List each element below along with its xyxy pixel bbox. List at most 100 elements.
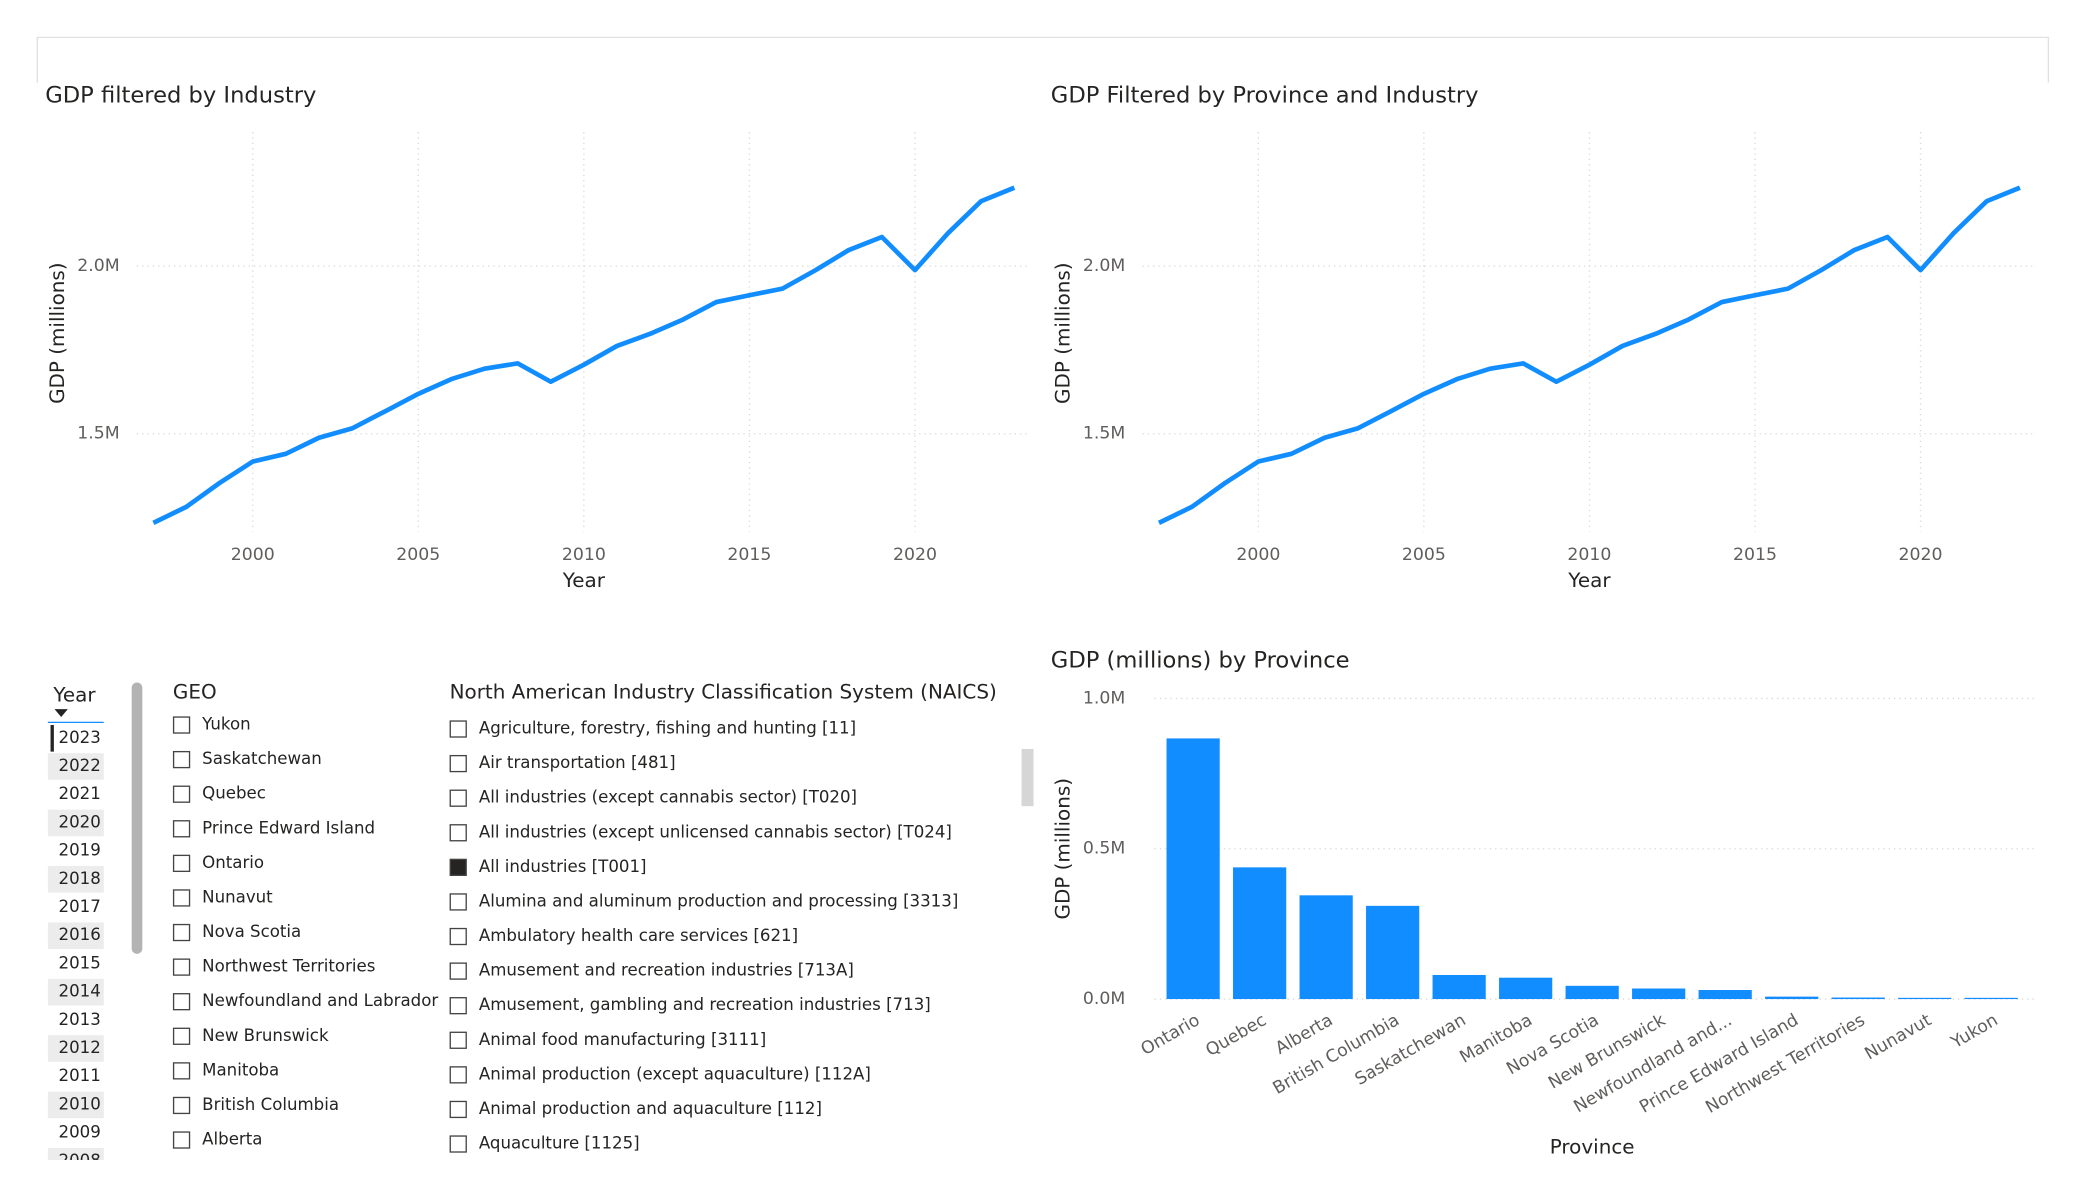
row-shade [47,1035,104,1062]
naics-item[interactable]: Ambulatory health care services [621] [479,926,798,945]
naics-item[interactable]: All industries [T001] [479,857,647,876]
checkbox[interactable] [172,1027,191,1045]
geo-item[interactable]: Newfoundland and Labrador [202,991,438,1010]
bar[interactable] [1964,997,2018,1000]
bar[interactable] [1831,997,1885,1000]
geo-item[interactable]: Saskatchewan [202,749,322,768]
checkbox[interactable] [172,1096,191,1115]
checkbox[interactable] [172,854,191,873]
row-shade [47,1091,104,1119]
chart-title: GDP filtered by Industry [45,82,316,108]
checkbox[interactable] [172,1062,191,1080]
sort-arrow[interactable] [54,709,68,718]
year-item[interactable]: 2013 [59,1010,101,1029]
year-item[interactable]: 2012 [59,1038,101,1057]
checkbox[interactable] [172,785,191,803]
checkbox[interactable] [449,824,467,842]
checkbox[interactable] [449,1100,467,1119]
checkbox[interactable] [172,923,191,942]
bar[interactable] [1299,895,1353,1000]
naics-item[interactable]: Alumina and aluminum production and proc… [479,891,958,910]
slicer-title: Year [52,682,96,706]
bar[interactable] [1898,997,1952,1000]
geo-item[interactable]: British Columbia [202,1095,339,1114]
checkbox[interactable] [449,927,467,946]
x-tick-label: 2020 [1899,545,1943,565]
naics-item[interactable]: Agriculture, forestry, fishing and hunti… [479,719,856,738]
line-series [152,185,1016,525]
scrollbar[interactable] [131,682,143,954]
y-axis-label: GDP (millions) [1051,778,1075,920]
checkbox[interactable] [172,958,191,976]
naics-item[interactable]: Air transportation [481] [479,753,676,772]
checkbox[interactable] [449,997,467,1015]
geo-item[interactable]: New Brunswick [202,1026,329,1045]
checkbox[interactable] [449,720,467,738]
row-shade [47,809,104,837]
checkbox[interactable] [449,1135,467,1153]
checkbox[interactable] [449,789,467,807]
year-item[interactable]: 2022 [59,756,101,775]
geo-item[interactable]: Alberta [202,1130,262,1149]
x-tick-label: 2005 [1402,545,1446,565]
year-item[interactable]: 2017 [59,897,101,916]
y-tick-label: 0.0M [1083,989,1125,1009]
checkbox[interactable] [172,716,191,734]
checkbox[interactable] [172,1131,191,1149]
x-tick-label: 2000 [231,545,275,565]
year-item[interactable]: 2010 [59,1094,101,1113]
bar[interactable] [1233,867,1287,1000]
bar[interactable] [1632,988,1686,1000]
year-item[interactable]: 2020 [59,812,101,831]
naics-item[interactable]: All industries (except unlicensed cannab… [479,822,952,841]
scrollbar[interactable] [1021,748,1034,807]
checkbox[interactable] [449,754,467,773]
bar[interactable] [1432,974,1486,1000]
checkbox[interactable] [449,1066,467,1084]
checkbox[interactable] [172,993,191,1011]
bar[interactable] [1698,990,1752,1000]
checkbox[interactable] [449,962,467,980]
naics-item[interactable]: Animal food manufacturing [3111] [479,1030,766,1049]
checkbox[interactable] [172,820,191,838]
year-item[interactable]: 2014 [59,982,101,1001]
year-item[interactable]: 2021 [59,784,101,803]
frame [36,36,2050,83]
bar[interactable] [1765,996,1819,1000]
naics-item[interactable]: Amusement, gambling and recreation indus… [479,995,931,1014]
row-shade [47,753,104,780]
geo-item[interactable]: Nova Scotia [202,922,301,941]
naics-item[interactable]: Amusement and recreation industries [713… [479,961,854,980]
checkbox[interactable] [172,889,191,907]
x-tick-label: Yukon [1947,1010,2002,1053]
year-item[interactable]: 2015 [59,953,101,972]
year-item[interactable]: 2016 [59,925,101,944]
naics-item[interactable]: All industries (except cannabis sector) … [479,788,857,807]
naics-item[interactable]: Aquaculture [1125] [479,1134,640,1153]
naics-item[interactable]: Animal production and aquaculture [112] [479,1099,822,1118]
geo-item[interactable]: Prince Edward Island [202,818,375,837]
naics-item[interactable]: Animal production (except aquaculture) [… [479,1064,871,1083]
checkbox[interactable] [449,858,467,877]
geo-item[interactable]: Yukon [201,715,250,734]
x-tick-label: 2020 [893,545,937,565]
year-item[interactable]: 2009 [59,1123,101,1142]
bar[interactable] [1366,905,1420,1000]
geo-item[interactable]: Nunavut [202,887,273,906]
year-item[interactable]: 2019 [59,841,101,860]
geo-item[interactable]: Quebec [202,784,266,803]
checkbox[interactable] [449,893,467,911]
checkbox[interactable] [449,1031,467,1049]
year-item[interactable]: 2018 [59,869,101,888]
slicer-title: North American Industry Classification S… [450,680,997,704]
year-item[interactable]: 2011 [59,1066,101,1085]
checkbox[interactable] [172,750,191,769]
bar[interactable] [1565,985,1619,1000]
year-item[interactable]: 2023 [59,728,101,747]
geo-item[interactable]: Northwest Territories [202,957,375,976]
bar[interactable] [1166,738,1220,1000]
bar[interactable] [1499,977,1553,1000]
geo-item[interactable]: Manitoba [202,1060,279,1079]
geo-item[interactable]: Ontario [202,853,264,872]
